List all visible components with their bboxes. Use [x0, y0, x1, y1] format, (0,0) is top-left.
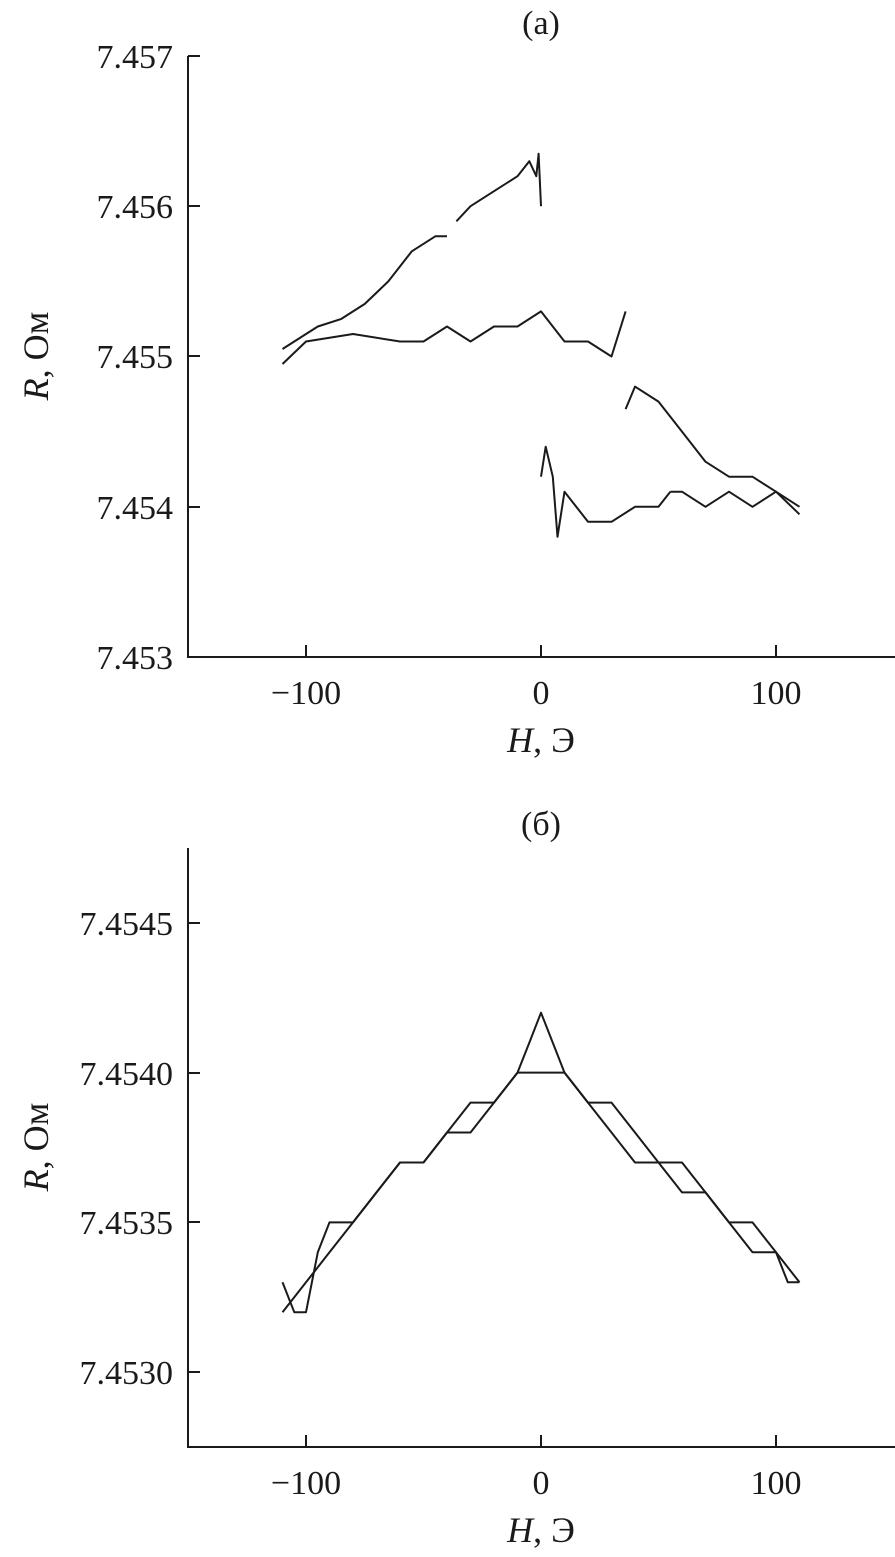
panel-a-x-axis-label: H, Э [506, 720, 575, 760]
panel-b-x-axis-label: H, Э [506, 1510, 575, 1550]
panel-a-y-tick-label-7454: 7.454 [97, 490, 174, 527]
panel-a-series-2-line [455, 152, 542, 222]
panel-b-y-ticks: 7.4530 7.4535 7.4540 7.4545 [80, 906, 200, 1392]
panel-b-axes [187, 848, 895, 1448]
panel-b-x-tick-label-m100: −100 [271, 1465, 341, 1502]
panel-b-x-tick-label-100: 100 [751, 1465, 802, 1502]
panel-a-series-3-line [281, 310, 627, 365]
panel-b-y-tick-label-74540: 7.4540 [80, 1056, 174, 1093]
panel-b-y-tick-label-74535: 7.4535 [80, 1205, 174, 1242]
panel-a: (a) −100 0 100 7.453 7.454 7.455 7.456 7… [16, 5, 895, 760]
panel-b-x-ticks: −100 0 100 [271, 1435, 802, 1502]
panel-a-x-ticks: −100 0 100 [271, 645, 802, 712]
panel-b-series-2-line [281, 1071, 801, 1313]
panel-b-x-tick-label-0: 0 [533, 1465, 550, 1502]
panel-b-y-tick-label-74530: 7.4530 [80, 1355, 174, 1392]
panel-a-series-4-line [624, 385, 801, 516]
panel-a-y-tick-label-7457: 7.457 [97, 39, 174, 76]
panel-a-y-tick-label-7455: 7.455 [97, 339, 174, 376]
panel-a-y-ticks: 7.453 7.454 7.455 7.456 7.457 [97, 39, 200, 677]
panel-a-series-5-line [540, 445, 672, 538]
panel-b-series [281, 1011, 801, 1314]
panel-a-series-6-line [670, 490, 801, 508]
panel-a-series-1-line [281, 235, 447, 350]
panel-a-x-tick-label-m100: −100 [271, 675, 341, 712]
panel-b-y-axis-label: R, Ом [16, 1103, 56, 1193]
panel-a-x-tick-label-100: 100 [751, 675, 802, 712]
panel-a-x-tick-label-0: 0 [533, 675, 550, 712]
panel-b-y-tick-label-74545: 7.4545 [80, 906, 174, 943]
panel-b: (б) −100 0 100 7.4530 7.4535 7.4540 7.45… [16, 806, 895, 1550]
panel-a-series [281, 152, 801, 538]
panel-a-y-tick-label-7456: 7.456 [97, 189, 174, 226]
panel-a-title: (a) [522, 5, 560, 42]
panel-b-title: (б) [521, 806, 561, 843]
panel-a-y-axis-label: R, Ом [16, 312, 56, 402]
panel-a-y-tick-label-7453: 7.453 [97, 640, 174, 677]
